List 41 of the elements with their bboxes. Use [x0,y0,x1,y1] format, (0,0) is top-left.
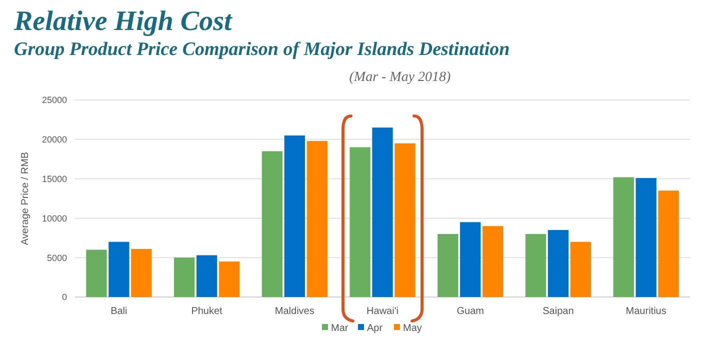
bar [262,151,283,297]
bar [284,135,305,297]
bar [108,242,130,297]
text: (Mar - May 2018) [349,70,452,85]
x-tick-label: Saipan [542,306,574,317]
bar [372,128,393,297]
bar [438,234,458,297]
bar [636,178,656,297]
bar [658,190,679,297]
chart-subtitle: Group Product Price Comparison of Major Islands Destination [14,39,510,60]
bar [613,177,634,297]
bar [525,234,546,297]
legend-label: Mar [331,323,349,334]
y-tick-label: 10000 [42,213,67,224]
chart-title: Relative High Cost [13,6,233,37]
x-tick-label: Maldives [274,306,314,317]
y-tick-label: 25000 [42,95,67,106]
bar [460,222,481,297]
bar [548,230,569,297]
x-tick-label: Mauritius [626,306,666,317]
y-axis-title: Average Price / RMB [20,152,31,246]
bar [394,143,416,297]
bar [482,226,504,297]
x-tick-label: Hawai'i [366,306,398,317]
bar [218,262,240,297]
bar [570,242,592,297]
y-tick-label: 15000 [42,174,67,184]
y-tick-label: 20000 [42,134,67,145]
y-tick-label: 5000 [46,252,67,263]
x-tick-label: Phuket [191,306,223,317]
bar [306,140,328,297]
legend-label: May [403,323,422,334]
legend-label: Apr [367,323,384,334]
x-tick-label: Guam [456,306,484,317]
bar [196,255,218,297]
x-tick-label: Bali [110,306,128,317]
bar [86,250,107,297]
y-tick-label: 0 [62,292,67,302]
bar [131,248,152,297]
bar [174,258,195,297]
bar [350,147,370,297]
